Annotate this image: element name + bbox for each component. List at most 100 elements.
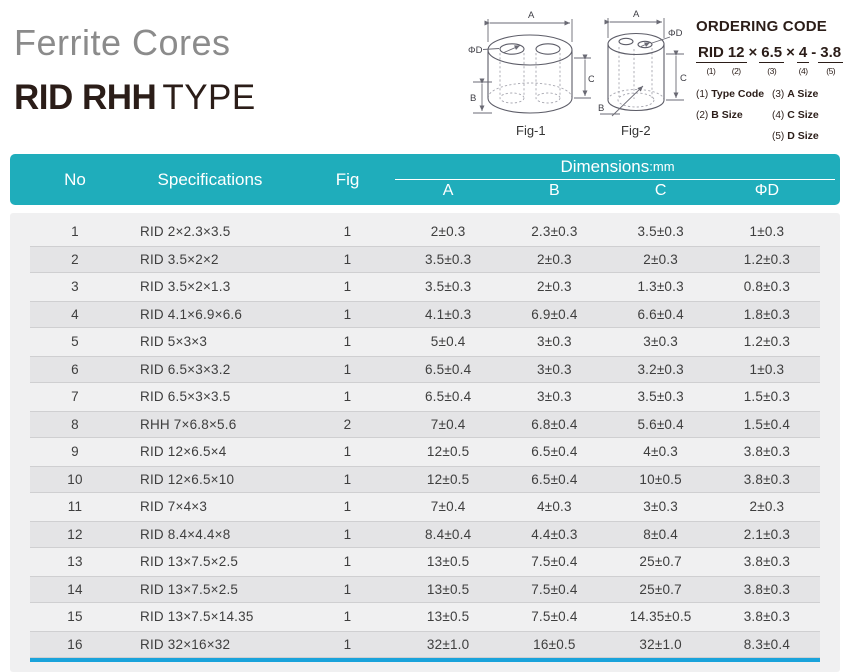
- cell-fig: 1: [343, 389, 352, 405]
- cell-d: 0.8±0.3: [743, 279, 791, 295]
- cell-no: 12: [67, 526, 83, 542]
- cell-c: 2±0.3: [643, 251, 678, 267]
- cell-spec: RID 5×3×3: [140, 334, 208, 350]
- cell-a: 5±0.4: [430, 334, 466, 350]
- cell-d: 8.3±0.4: [743, 636, 791, 652]
- ordering-code-segment: 6.5 (3): [759, 44, 785, 76]
- cell-fig: 1: [343, 251, 352, 267]
- cell-c: 10±0.5: [639, 471, 682, 487]
- cell-b: 6.5±0.4: [531, 444, 578, 460]
- cell-c: 3.5±0.3: [637, 224, 684, 240]
- cell-no: 8: [71, 416, 79, 432]
- legend-column-1: (1) Type Code (2) B Size: [696, 88, 772, 142]
- table-row: 6 RID 6.5×3×3.2 1 6.5±0.4 3±0.3 3.2±0.3 1±0.3: [30, 355, 820, 383]
- dimensions-subheaders: A B C ΦD: [395, 180, 840, 205]
- table-row: 15 RID 13×7.5×14.35 1 13±0.5 7.5±0.4 14.35±0.…: [30, 603, 820, 631]
- cell-b: 2±0.3: [537, 251, 572, 267]
- cell-no: 14: [67, 581, 83, 597]
- cell-fig: 1: [343, 471, 352, 487]
- table-row: 14 RID 13×7.5×2.5 1 13±0.5 7.5±0.4 25±0.7 3.8±…: [30, 575, 820, 603]
- cell-spec: RID 32×16×32: [140, 636, 231, 652]
- fig2-caption: Fig-2: [621, 123, 651, 138]
- cell-no: 7: [71, 389, 79, 405]
- table-row: 10 RID 12×6.5×10 1 12±0.5 6.5±0.4 10±0.5 3.8±0…: [30, 465, 820, 493]
- fig2-dim-b-label: B: [598, 103, 604, 114]
- ordering-code-segment: 4 (4): [796, 44, 810, 76]
- table-row: 11 RID 7×4×3 1 7±0.4 4±0.3 3±0.3 2±0.3: [30, 493, 820, 521]
- cell-c: 4±0.3: [643, 444, 678, 460]
- cell-d: 2±0.3: [749, 499, 785, 515]
- ordering-code-title: ORDERING CODE: [696, 18, 827, 35]
- type-suffix: TYPE: [162, 78, 256, 117]
- cell-d: 2.1±0.3: [743, 526, 791, 542]
- cell-d: 1.5±0.4: [743, 416, 791, 432]
- cell-d: 1.5±0.3: [743, 389, 791, 405]
- cell-c: 3±0.3: [643, 334, 678, 350]
- cell-b: 6.9±0.4: [531, 306, 578, 322]
- cell-c: 5.6±0.4: [637, 416, 684, 432]
- column-header-a: A: [442, 182, 454, 199]
- cell-spec: RID 4.1×6.9×6.6: [140, 306, 243, 322]
- cell-c: 25±0.7: [639, 554, 682, 570]
- cell-b: 3±0.3: [537, 361, 572, 377]
- cell-b: 7.5±0.4: [531, 581, 578, 597]
- cell-fig: 1: [343, 581, 352, 597]
- cell-d: 3.8±0.3: [743, 609, 791, 625]
- cell-no: 4: [71, 306, 79, 322]
- cell-fig: 1: [343, 361, 352, 377]
- cell-d: 1.2±0.3: [743, 251, 791, 267]
- ordering-legend-item: (3) A Size: [772, 88, 819, 100]
- ordering-code-segment: 3.8 (5): [818, 44, 844, 76]
- ordering-legend-item: (5) D Size: [772, 130, 819, 142]
- cell-spec: RID 3.5×2×1.3: [140, 279, 231, 295]
- table-row: 5 RID 5×3×3 1 5±0.4 3±0.3 3±0.3 1.2±0.3: [30, 328, 820, 356]
- cell-no: 13: [67, 554, 83, 570]
- cell-b: 6.5±0.4: [531, 471, 578, 487]
- cell-spec: RHH 7×6.8×5.6: [140, 416, 237, 432]
- cell-a: 3.5±0.3: [424, 251, 472, 267]
- ordering-code-segment: RID (1): [696, 44, 726, 76]
- table-rows: 1 RID 2×2.3×3.5 1 2±0.3 2.3±0.3 3.5±0.3 1±0.3 2…: [10, 218, 840, 658]
- cell-b: 7.5±0.4: [531, 554, 578, 570]
- cell-no: 5: [71, 334, 79, 350]
- fig2-dim-c-label: C: [680, 73, 687, 84]
- cell-fig: 2: [343, 416, 352, 432]
- cell-no: 6: [71, 361, 79, 377]
- cell-fig: 1: [343, 224, 352, 240]
- fig1-drawing: A ΦD C: [468, 10, 594, 138]
- cell-spec: RID 13×7.5×2.5: [140, 554, 239, 570]
- cell-fig: 1: [343, 306, 352, 322]
- table-row: 12 RID 8.4×4.4×8 1 8.4±0.4 4.4±0.3 8±0.4 2.1±0…: [30, 520, 820, 548]
- table-row: 4 RID 4.1×6.9×6.6 1 4.1±0.3 6.9±0.4 6.6±0.4 1.…: [30, 300, 820, 328]
- column-header-no: No: [64, 169, 86, 189]
- column-header-b: B: [549, 182, 560, 199]
- fig1-caption: Fig-1: [516, 123, 546, 138]
- cell-c: 1.3±0.3: [637, 279, 684, 295]
- core-figures: A ΦD C: [468, 6, 692, 142]
- column-header-d: ΦD: [754, 182, 780, 199]
- cell-no: 15: [67, 609, 83, 625]
- table-row: 13 RID 13×7.5×2.5 1 13±0.5 7.5±0.4 25±0.7 3.8±…: [30, 548, 820, 576]
- cell-no: 16: [67, 636, 83, 652]
- fig2-drawing: A ΦD C B Fig-2: [598, 9, 687, 138]
- ordering-legend-item: (4) C Size: [772, 109, 819, 121]
- table-row: 3 RID 3.5×2×1.3 1 3.5±0.3 2±0.3 1.3±0.3 0.8±0.…: [30, 273, 820, 301]
- cell-c: 32±1.0: [639, 636, 682, 652]
- legend-column-2: (3) A Size (4) C Size (5) D Size: [772, 88, 819, 142]
- cell-d: 3.8±0.3: [743, 471, 791, 487]
- table-row: 7 RID 6.5×3×3.5 1 6.5±0.4 3±0.3 3.5±0.3 1.5±0.…: [30, 383, 820, 411]
- cell-d: 1±0.3: [749, 224, 785, 240]
- cell-spec: RID 6.5×3×3.2: [140, 361, 231, 377]
- column-group-dimensions: Dimensions:mm A B C ΦD: [395, 154, 840, 205]
- ordering-code-separator: -: [811, 44, 817, 61]
- cell-fig: 1: [343, 636, 352, 652]
- cell-c: 8±0.4: [643, 526, 678, 542]
- table-row: 1 RID 2×2.3×3.5 1 2±0.3 2.3±0.3 3.5±0.3 1±0.3: [30, 218, 820, 246]
- cell-fig: 1: [343, 499, 352, 515]
- cell-fig: 1: [343, 279, 352, 295]
- cell-fig: 1: [343, 526, 352, 542]
- cell-a: 32±1.0: [426, 636, 470, 652]
- cell-spec: RID 6.5×3×3.5: [140, 389, 231, 405]
- table-row: 9 RID 12×6.5×4 1 12±0.5 6.5±0.4 4±0.3 3.8±0.3: [30, 438, 820, 466]
- cell-b: 16±0.5: [533, 636, 576, 652]
